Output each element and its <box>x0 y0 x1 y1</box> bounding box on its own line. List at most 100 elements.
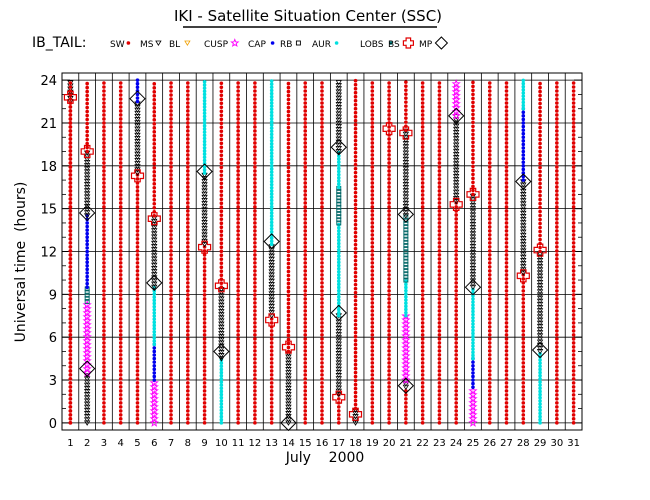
point-sw <box>68 109 73 113</box>
point-cap <box>82 363 92 373</box>
point-aur <box>202 117 207 122</box>
point-sw <box>118 165 123 169</box>
point-rb <box>85 274 89 279</box>
point-sw <box>320 129 324 133</box>
point-sw <box>303 201 308 205</box>
point-ms <box>151 234 158 240</box>
point-sw <box>169 393 173 397</box>
point-sw <box>202 401 207 405</box>
point-ms <box>151 262 158 269</box>
point-aur <box>538 380 542 384</box>
point-sw <box>420 117 425 121</box>
point-sw <box>420 105 425 109</box>
point-ms <box>452 151 460 158</box>
point-sw <box>353 266 358 271</box>
point-sw <box>538 137 542 142</box>
point-sw <box>118 145 123 149</box>
point-sw <box>320 293 324 297</box>
point-sw <box>102 273 106 277</box>
point-sw <box>118 161 123 165</box>
point-sw <box>253 285 257 289</box>
point-sw <box>370 325 375 329</box>
point-sw <box>219 113 224 118</box>
point-sw <box>504 253 509 257</box>
magnetopause-marker-3 <box>146 274 163 292</box>
point-sw <box>487 269 492 273</box>
point-ms <box>335 341 342 348</box>
point-sw <box>571 337 576 341</box>
point-sw <box>102 177 106 181</box>
point-sw <box>571 325 576 329</box>
point-sw <box>102 333 106 337</box>
xtick-label-21: 21 <box>400 438 413 449</box>
point-ms <box>452 180 460 186</box>
point-sw <box>504 273 509 277</box>
point-aur <box>269 98 274 102</box>
point-sw <box>571 361 576 365</box>
point-sw <box>286 317 291 322</box>
point-sw <box>236 133 240 137</box>
point-ms <box>335 325 342 332</box>
point-ms <box>201 219 208 226</box>
point-rb <box>85 278 89 282</box>
point-sw <box>135 193 140 197</box>
point-ms <box>402 153 410 160</box>
point-aur <box>404 301 408 305</box>
point-sw <box>504 189 509 193</box>
point-aur <box>404 295 408 299</box>
point-sw <box>437 137 442 141</box>
point-sw <box>118 233 123 237</box>
segment-day20-sw-69 <box>387 81 391 425</box>
point-sw <box>353 394 358 399</box>
point-sw <box>186 285 190 289</box>
point-sw <box>555 189 559 193</box>
point-sw <box>303 109 308 113</box>
point-ms <box>520 257 527 264</box>
point-sw <box>521 393 526 397</box>
point-sw <box>370 389 375 393</box>
point-sw <box>286 173 291 178</box>
point-sw <box>169 137 173 141</box>
point-sw <box>504 217 509 221</box>
point-sw <box>487 129 492 133</box>
point-sw <box>370 313 375 317</box>
point-ms <box>201 197 208 204</box>
point-ms <box>201 226 208 232</box>
point-sw <box>236 125 240 129</box>
point-rb <box>471 360 475 364</box>
point-sw <box>387 281 391 285</box>
point-lobs <box>403 265 409 270</box>
legend-symbol-aur <box>334 41 339 45</box>
point-sw <box>555 129 559 133</box>
point-ms <box>285 398 292 404</box>
point-sw <box>487 349 492 353</box>
xtick-label-29: 29 <box>534 438 547 449</box>
point-sw <box>471 100 475 105</box>
point-sw <box>370 161 375 165</box>
point-ms <box>335 344 342 351</box>
point-sw <box>169 321 173 325</box>
point-sw <box>68 117 73 121</box>
point-sw <box>286 153 291 158</box>
point-aur <box>219 399 224 403</box>
point-sw <box>420 249 425 253</box>
point-sw <box>253 165 257 169</box>
point-sw <box>102 233 106 237</box>
point-sw <box>202 305 207 309</box>
point-sw <box>387 401 391 405</box>
point-sw <box>286 289 291 294</box>
point-sw <box>555 297 559 301</box>
point-sw <box>571 141 576 145</box>
point-sw <box>370 401 375 405</box>
point-sw <box>236 389 240 393</box>
point-ms <box>536 345 544 352</box>
point-aur <box>336 154 341 158</box>
point-sw <box>303 245 308 249</box>
point-sw <box>253 237 257 241</box>
point-sw <box>219 121 224 126</box>
point-sw <box>68 137 73 141</box>
point-sw <box>236 197 240 201</box>
point-sw <box>420 317 425 321</box>
point-sw <box>202 329 207 333</box>
point-sw <box>303 377 308 381</box>
